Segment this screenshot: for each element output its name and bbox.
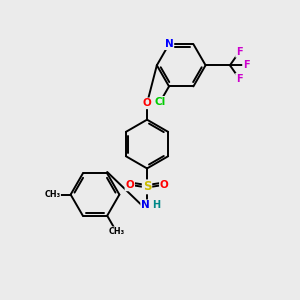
Text: CH₃: CH₃ [108,227,124,236]
Text: O: O [143,98,152,108]
Text: H: H [152,200,160,210]
Text: N: N [165,39,173,49]
Text: CH₃: CH₃ [44,190,60,199]
Text: N: N [141,200,150,210]
Text: Cl: Cl [154,97,166,107]
Text: F: F [243,60,250,70]
Text: O: O [160,180,169,190]
Text: S: S [143,180,151,194]
Text: F: F [236,74,243,84]
Text: O: O [125,180,134,190]
Text: F: F [236,47,243,57]
